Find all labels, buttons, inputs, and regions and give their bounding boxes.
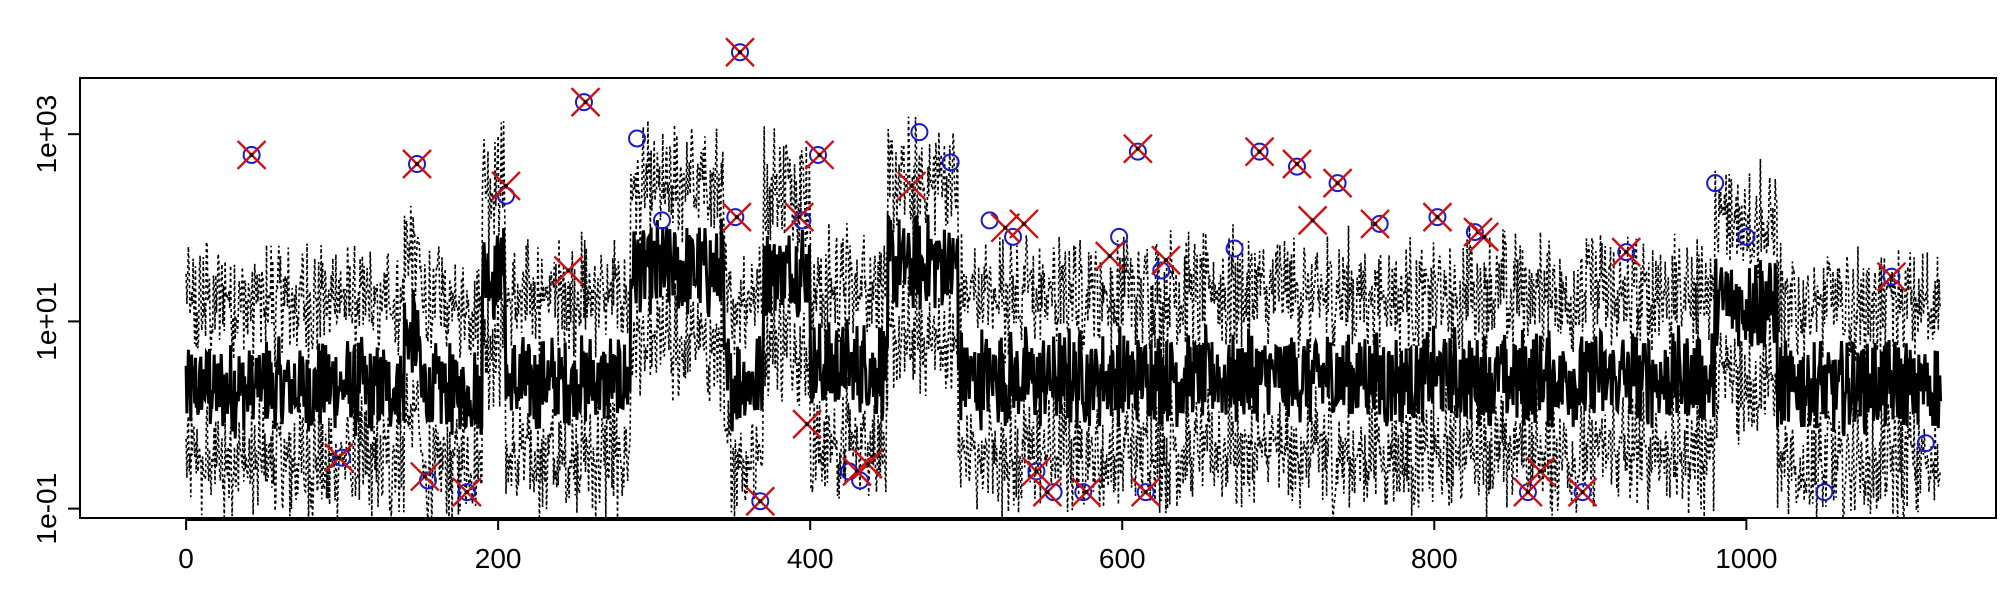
outlier-cross — [1297, 205, 1328, 236]
outlier-cross — [784, 202, 815, 232]
observation-circle — [751, 492, 770, 511]
outlier-cross — [990, 212, 1021, 243]
observation-circle — [1288, 157, 1307, 176]
outlier-cross — [1244, 136, 1275, 167]
outlier-cross — [1876, 261, 1907, 292]
observation-circle — [1004, 227, 1023, 246]
observation-circle — [1128, 142, 1147, 161]
outlier-cross — [1071, 477, 1102, 508]
outlier-cross — [236, 140, 267, 170]
lower-band-line — [185, 274, 1942, 518]
observation-circle — [1074, 483, 1093, 502]
outlier-cross — [1123, 133, 1153, 164]
outlier-cross — [1094, 241, 1125, 271]
outlier-cross — [804, 140, 835, 170]
observation-circle — [809, 145, 828, 164]
outlier-cross — [1032, 477, 1063, 508]
y-axis: 1e-01 1e+01 1e+03 — [31, 95, 81, 545]
outlier-cross — [745, 486, 776, 517]
series-line-group — [184, 211, 1943, 439]
outlier-cross — [409, 461, 440, 492]
observation-circle — [730, 43, 749, 62]
observation-circle — [242, 145, 261, 164]
series-line — [184, 211, 1943, 439]
x-tick-label: 800 — [1411, 543, 1458, 574]
outlier-cross — [722, 202, 752, 232]
outlier-cross — [853, 449, 883, 479]
outlier-cross — [1282, 149, 1312, 179]
outlier-cross — [792, 409, 822, 439]
observation-circle — [1465, 223, 1484, 242]
outlier-cross — [1009, 209, 1039, 239]
upper-band-line — [185, 116, 1942, 375]
y-tick-label: 1e+03 — [31, 95, 62, 174]
outlier-cross — [1469, 222, 1500, 252]
observation-circle — [726, 208, 745, 227]
observation-circle — [408, 155, 427, 174]
observation-circle — [1152, 261, 1171, 280]
observation-circle — [980, 211, 999, 230]
x-tick-label: 400 — [787, 543, 834, 574]
outlier-cross — [1360, 209, 1390, 239]
x-tick-label: 1000 — [1715, 543, 1777, 574]
outlier-cross — [402, 149, 432, 179]
y-tick-label: 1e-01 — [31, 473, 62, 545]
outlier-cross — [570, 87, 601, 117]
observation-circle — [910, 123, 929, 142]
outlier-crosses — [236, 37, 1907, 517]
outlier-cross — [1525, 456, 1556, 487]
observation-circle — [1737, 227, 1756, 246]
observation-circle — [1250, 142, 1269, 161]
observation-circle — [1110, 227, 1129, 246]
x-tick-label: 0 — [178, 543, 194, 574]
outlier-cross — [896, 171, 927, 201]
observation-circle — [1706, 174, 1725, 193]
observation-circle — [1027, 462, 1046, 481]
observation-circle — [1916, 434, 1935, 453]
observation-circle — [1617, 243, 1636, 262]
observation-circle — [941, 153, 960, 172]
outlier-cross — [324, 442, 354, 473]
outlier-cross — [725, 37, 755, 68]
outlier-cross — [1021, 456, 1052, 487]
observation-circle — [333, 448, 352, 467]
outlier-cross — [1322, 168, 1353, 198]
outlier-cross — [553, 255, 584, 286]
outlier-cross — [452, 477, 482, 508]
observation-circle — [1882, 267, 1901, 286]
outlier-cross — [1151, 245, 1181, 276]
observation-circle — [652, 211, 671, 230]
observation-circle — [1136, 483, 1155, 502]
observation-circle — [574, 93, 593, 112]
confidence-bands — [185, 116, 1942, 518]
observation-circle — [457, 483, 476, 502]
observation-circle — [1225, 239, 1244, 258]
observation-circle — [1573, 483, 1592, 502]
outlier-cross — [1513, 477, 1543, 508]
y-tick-label: 1e+01 — [31, 282, 62, 361]
x-tick-label: 600 — [1099, 543, 1146, 574]
outlier-cross — [1130, 477, 1161, 508]
outlier-cross — [491, 171, 521, 201]
observation-circle — [1370, 214, 1389, 233]
observation-circle — [1428, 208, 1447, 227]
observation-circle — [1815, 483, 1834, 502]
outlier-cross — [1611, 237, 1642, 267]
x-axis: 0 200 400 600 800 1000 — [178, 518, 1778, 574]
x-tick-label: 200 — [475, 543, 522, 574]
outlier-cross — [1422, 202, 1453, 232]
observation-circle — [628, 129, 647, 148]
observation-circle — [1328, 174, 1347, 193]
outlier-cross — [1567, 477, 1598, 508]
